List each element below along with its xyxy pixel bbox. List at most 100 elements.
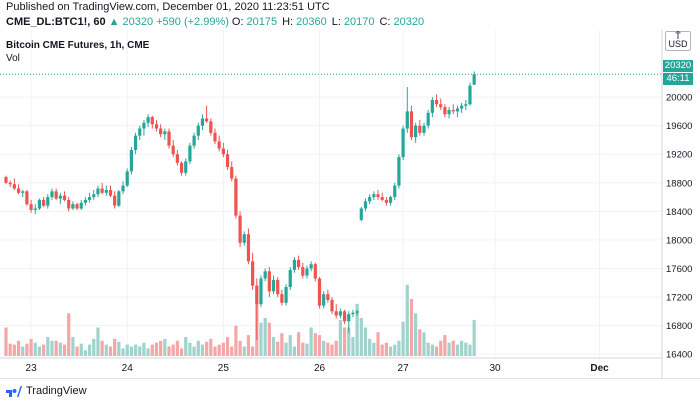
chart-legend: Bitcoin CME Futures, 1h, CME Vol — [6, 39, 149, 65]
candle-body — [430, 99, 434, 113]
candle-body — [79, 202, 83, 209]
candle — [138, 125, 142, 140]
candle-body — [125, 171, 129, 186]
candle — [334, 304, 338, 319]
volume-bar — [242, 346, 246, 356]
candles — [4, 71, 476, 340]
volume-bar — [267, 322, 271, 356]
volume-bar — [284, 342, 288, 356]
candle — [313, 262, 317, 282]
candle — [221, 142, 225, 158]
candle-body — [439, 104, 443, 108]
candlestick-chart[interactable]: 16400 16800 17200 17600 18000 18400 18800 19200… — [0, 30, 700, 378]
candle — [414, 122, 418, 143]
candle — [368, 194, 372, 205]
volume-bar — [305, 343, 309, 356]
candle-body — [108, 189, 113, 196]
candle-body — [393, 185, 397, 198]
candle-body — [58, 195, 62, 199]
candle-body — [42, 199, 46, 206]
candle — [430, 97, 434, 118]
volume-bar — [159, 340, 163, 356]
candle-body — [121, 185, 125, 192]
candle — [326, 289, 330, 303]
candle-body — [292, 259, 297, 270]
candle-body — [96, 188, 100, 195]
chart-area[interactable]: 16400 16800 17200 17600 18000 18400 18800 19200… — [0, 30, 700, 378]
price-tick-label: 18000 — [666, 235, 692, 246]
volume-bar — [175, 340, 179, 356]
volume-bar — [196, 340, 200, 356]
candle — [393, 182, 397, 200]
volume-bar — [409, 299, 414, 356]
candle — [255, 278, 259, 340]
volume-bar — [33, 342, 37, 356]
time-tick-label: 26 — [314, 363, 326, 374]
price-tick-label: 18800 — [666, 178, 692, 189]
open-label: O: — [231, 16, 244, 28]
candle-body — [384, 199, 388, 203]
candle — [205, 105, 209, 123]
candle-body — [200, 118, 205, 126]
bar-countdown-tag: 46:11 — [663, 73, 693, 85]
volume-bar — [225, 337, 230, 356]
volume-bar — [154, 342, 159, 356]
candle — [71, 201, 75, 210]
candle — [184, 158, 188, 176]
candle-body — [150, 117, 154, 125]
volume-bar — [16, 340, 21, 356]
volume-bar — [271, 337, 276, 356]
candle — [192, 132, 196, 149]
symbol-name[interactable]: CME_DL:BTC1!, 60 — [6, 16, 106, 28]
candle — [92, 189, 96, 200]
candle-body — [313, 264, 317, 279]
volume-bar — [276, 341, 280, 356]
candle-body — [221, 148, 225, 155]
candle-body — [92, 194, 96, 198]
candle — [284, 284, 288, 306]
candle-body — [342, 311, 347, 322]
candle-body — [251, 261, 255, 286]
candle-body — [46, 197, 50, 206]
candle — [351, 309, 355, 318]
candle-body — [71, 204, 75, 209]
candle — [409, 105, 414, 140]
candle — [46, 194, 50, 209]
price-tick-label: 19200 — [666, 150, 692, 161]
candle — [451, 104, 455, 115]
candle — [384, 197, 388, 206]
candle-body — [246, 234, 251, 262]
candle — [154, 119, 159, 132]
currency-button[interactable]: Ť USD — [665, 31, 691, 51]
candle — [42, 197, 46, 208]
volume-bar — [418, 329, 422, 356]
candle — [397, 154, 401, 189]
candle-body — [67, 199, 71, 209]
volume-bar — [439, 340, 443, 356]
candle-body — [309, 264, 313, 269]
time-tick-label: 27 — [398, 363, 410, 374]
volume-bar — [451, 340, 455, 356]
volume-bar — [430, 344, 434, 356]
volume-bar — [447, 342, 451, 356]
candle-body — [238, 215, 242, 243]
volume-bar — [280, 333, 284, 356]
volume-bar — [326, 342, 330, 356]
volume-bar — [380, 344, 384, 356]
volume-bar — [297, 332, 301, 356]
volume-bar — [301, 342, 305, 356]
volume-bar — [388, 346, 393, 356]
candle-body — [129, 149, 133, 172]
tradingview-logo-icon — [6, 385, 22, 397]
volume-bar — [138, 346, 142, 356]
volume-bar — [25, 343, 29, 356]
volume-bar — [100, 340, 104, 356]
candle-body — [179, 162, 184, 173]
time-tick-label: 25 — [218, 363, 230, 374]
candle — [464, 99, 468, 110]
candle-body — [267, 271, 271, 292]
last-price-tag: 20320 — [663, 60, 693, 72]
tradingview-logo[interactable]: TradingView — [6, 385, 87, 397]
candle-body — [167, 131, 171, 146]
volume-bar — [75, 346, 79, 356]
